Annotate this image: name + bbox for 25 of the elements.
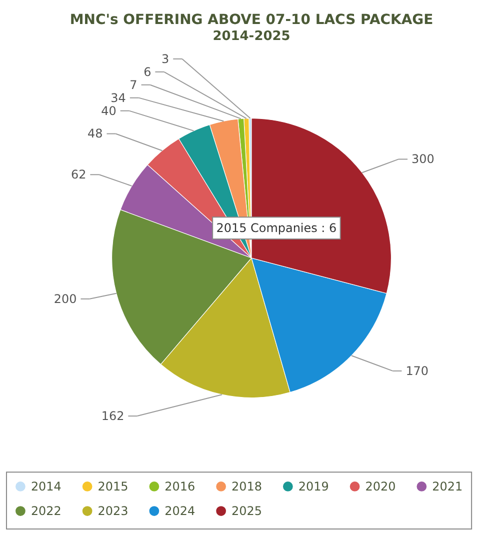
data-label: 162 [101,409,124,424]
chart-title: MNC's OFFERING ABOVE 07-10 LACS PACKAGE [70,12,434,28]
legend-label: 2018 [232,479,262,494]
legend-label: 2025 [232,504,262,518]
legend-label: 2022 [30,504,62,518]
text: 2015 Companies : 6 [216,221,337,236]
legend-label: 2023 [98,504,128,518]
legend-label: 2014 [30,479,62,494]
legend-label: 2015 [98,479,128,494]
legend-label: 2024 [164,504,196,518]
data-label: 40 [101,104,116,118]
legend-label: 2019 [298,479,329,494]
data-label: 7 [130,78,138,92]
data-label: 6 [144,64,152,79]
data-label: 300 [412,152,434,166]
legend-label: 2021 [432,479,463,494]
data-label: 3 [162,52,170,66]
data-label: 48 [88,126,103,141]
legend-label: 2020 [365,479,396,494]
data-label: 200 [54,292,77,306]
data-label: 62 [70,168,86,182]
data-label: 170 [406,364,429,378]
legend-label: 2016 [164,479,196,494]
data-label: 34 [110,90,126,105]
chart-subtitle: 2014-2025 [212,28,290,44]
